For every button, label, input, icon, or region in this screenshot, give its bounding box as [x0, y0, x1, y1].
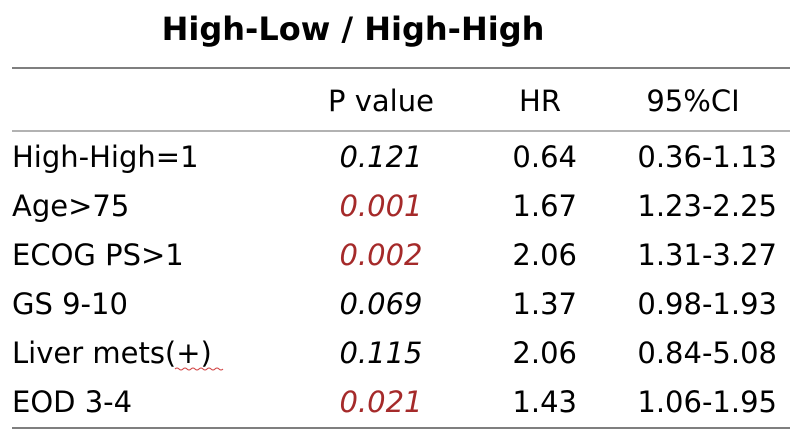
hazard-ratio: 1.37 — [512, 287, 577, 321]
column-header: 95%CI — [646, 84, 739, 118]
row-label: ECOG PS>1 — [12, 238, 184, 272]
confidence-interval: 0.36-1.13 — [637, 140, 777, 174]
confidence-interval: 1.31-3.27 — [637, 238, 777, 272]
table-title: High-Low / High-High — [162, 10, 545, 48]
confidence-interval: 0.84-5.08 — [637, 336, 777, 370]
confidence-interval: 1.06-1.95 — [637, 385, 777, 419]
row-label: High-High=1 — [12, 140, 199, 174]
p-value: 0.001 — [339, 189, 422, 223]
confidence-interval: 0.98-1.93 — [637, 287, 777, 321]
hazard-ratio: 1.67 — [512, 189, 577, 223]
hazard-ratio: 2.06 — [512, 238, 577, 272]
confidence-interval: 1.23-2.25 — [637, 189, 777, 223]
row-label: Age>75 — [12, 189, 129, 223]
p-value: 0.069 — [339, 287, 422, 321]
row-label: EOD 3-4 — [12, 385, 132, 419]
spellcheck-underline — [174, 367, 224, 371]
column-header: HR — [519, 84, 561, 118]
row-label: GS 9-10 — [12, 287, 128, 321]
row-label: Liver mets(+) — [12, 336, 212, 370]
p-value: 0.002 — [339, 238, 422, 272]
hazard-ratio: 2.06 — [512, 336, 577, 370]
column-header: P value — [328, 84, 434, 118]
p-value: 0.021 — [339, 385, 422, 419]
p-value: 0.115 — [339, 336, 422, 370]
hazard-ratio: 1.43 — [512, 385, 577, 419]
hazard-ratio: 0.64 — [512, 140, 577, 174]
p-value: 0.121 — [339, 140, 422, 174]
